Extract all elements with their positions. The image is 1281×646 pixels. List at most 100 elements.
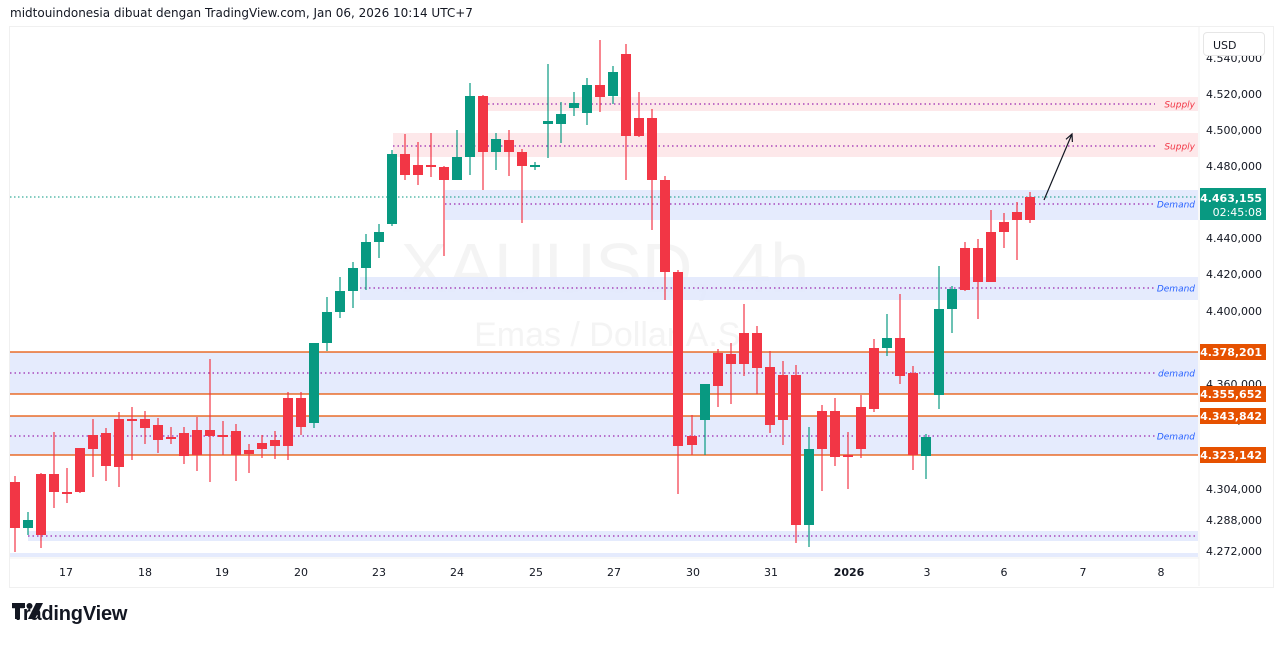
bar-countdown: 02:45:08 — [1213, 206, 1262, 219]
candle-bearish[interactable] — [504, 140, 514, 152]
candle-bearish[interactable] — [244, 450, 254, 454]
candle-bearish[interactable] — [713, 353, 723, 386]
candle-bullish[interactable] — [804, 449, 814, 525]
level-price-label — [1200, 408, 1266, 424]
candle-bearish[interactable] — [413, 165, 423, 175]
time-tick: 30 — [686, 566, 700, 579]
candle-bearish[interactable] — [283, 398, 293, 446]
candle-bearish[interactable] — [856, 407, 866, 449]
candle-bearish[interactable] — [869, 348, 879, 409]
price-tick: 4.440,000 — [1206, 232, 1262, 245]
candle-bearish[interactable] — [817, 411, 827, 449]
candle-bearish[interactable] — [765, 367, 775, 425]
candle-bullish[interactable] — [452, 157, 462, 180]
candle-bearish[interactable] — [752, 333, 762, 368]
candle-bullish[interactable] — [530, 165, 540, 167]
candle-bearish[interactable] — [960, 248, 970, 290]
candle-bearish[interactable] — [986, 232, 996, 282]
candle-bearish[interactable] — [49, 474, 59, 492]
candle-bearish[interactable] — [36, 474, 46, 535]
candle-bullish[interactable] — [23, 520, 33, 528]
candle-bearish[interactable] — [101, 433, 111, 466]
time-tick: 18 — [138, 566, 152, 579]
price-tick: 4.272,000 — [1206, 545, 1262, 558]
candle-bearish[interactable] — [62, 492, 72, 494]
time-tick: 3 — [924, 566, 931, 579]
candle-bullish[interactable] — [309, 343, 319, 423]
candle-bullish[interactable] — [465, 96, 475, 157]
candle-bearish[interactable] — [634, 118, 644, 136]
price-tick: 4.400,000 — [1206, 305, 1262, 318]
candle-bearish[interactable] — [88, 435, 98, 449]
tradingview-logo[interactable]: TradingView — [12, 603, 127, 626]
zone-label: Supply — [1164, 101, 1195, 111]
candle-bearish[interactable] — [192, 430, 202, 455]
candle-bearish[interactable] — [270, 440, 280, 446]
candle-bearish[interactable] — [517, 152, 527, 166]
candle-bullish[interactable] — [569, 103, 579, 108]
level-price-text: 4.378,201 — [1200, 346, 1262, 359]
candle-bearish[interactable] — [231, 431, 241, 455]
time-tick: 25 — [529, 566, 543, 579]
candle-bullish[interactable] — [374, 232, 384, 242]
zone-demand[interactable] — [445, 190, 1198, 220]
candle-bearish[interactable] — [127, 419, 137, 421]
currency-button[interactable]: USD — [1203, 32, 1265, 56]
candle-bearish[interactable] — [895, 338, 905, 376]
candle-bearish[interactable] — [687, 436, 697, 445]
level-price-text: 4.343,842 — [1200, 410, 1262, 423]
candle-bearish[interactable] — [439, 167, 449, 180]
candle-bullish[interactable] — [700, 384, 710, 420]
candle-bullish[interactable] — [882, 338, 892, 348]
candle-bearish[interactable] — [595, 85, 605, 97]
candle-bullish[interactable] — [348, 268, 358, 291]
candle-bearish[interactable] — [10, 482, 20, 528]
candle-bearish[interactable] — [1025, 197, 1035, 220]
candle-bearish[interactable] — [830, 411, 840, 457]
candle-bearish[interactable] — [1012, 212, 1022, 220]
candle-bullish[interactable] — [947, 289, 957, 309]
zone-label: Demand — [1157, 433, 1195, 443]
candle-bullish[interactable] — [582, 85, 592, 113]
candle-bearish[interactable] — [778, 375, 788, 420]
candle-bearish[interactable] — [739, 333, 749, 364]
zone-supply[interactable] — [488, 97, 1198, 111]
candle-bearish[interactable] — [999, 222, 1009, 232]
candle-bearish[interactable] — [257, 443, 267, 449]
candle-bearish[interactable] — [673, 272, 683, 446]
candle-bearish[interactable] — [179, 433, 189, 456]
candle-bullish[interactable] — [387, 154, 397, 224]
candle-bullish[interactable] — [608, 72, 618, 96]
candle-bearish[interactable] — [205, 430, 215, 436]
zone-demand[interactable] — [10, 553, 1198, 557]
candle-bullish[interactable] — [934, 309, 944, 395]
candle-bullish[interactable] — [322, 312, 332, 343]
candle-bearish[interactable] — [791, 375, 801, 525]
candle-bullish[interactable] — [543, 121, 553, 124]
candle-bearish[interactable] — [426, 165, 436, 167]
candle-bearish[interactable] — [75, 448, 85, 492]
candle-bullish[interactable] — [556, 114, 566, 124]
candle-bullish[interactable] — [491, 139, 501, 152]
projection-arrow[interactable] — [1043, 133, 1073, 201]
candle-bearish[interactable] — [973, 248, 983, 282]
candle-bearish[interactable] — [296, 398, 306, 427]
candle-bearish[interactable] — [647, 118, 657, 180]
candle-bearish[interactable] — [218, 435, 228, 437]
candle-bullish[interactable] — [335, 291, 345, 312]
candle-bearish[interactable] — [843, 455, 853, 457]
candle-bearish[interactable] — [153, 425, 163, 440]
candle-bearish[interactable] — [114, 419, 124, 467]
candle-bearish[interactable] — [166, 437, 176, 439]
price-tick: 4.520,000 — [1206, 88, 1262, 101]
candle-bullish[interactable] — [921, 437, 931, 456]
candle-bearish[interactable] — [660, 180, 670, 272]
candle-bullish[interactable] — [361, 242, 371, 268]
candle-bearish[interactable] — [621, 54, 631, 136]
candle-bearish[interactable] — [908, 373, 918, 455]
candle-bearish[interactable] — [726, 354, 736, 364]
candle-bearish[interactable] — [140, 419, 150, 428]
candle-bearish[interactable] — [400, 154, 410, 175]
candle-bearish[interactable] — [478, 96, 488, 152]
